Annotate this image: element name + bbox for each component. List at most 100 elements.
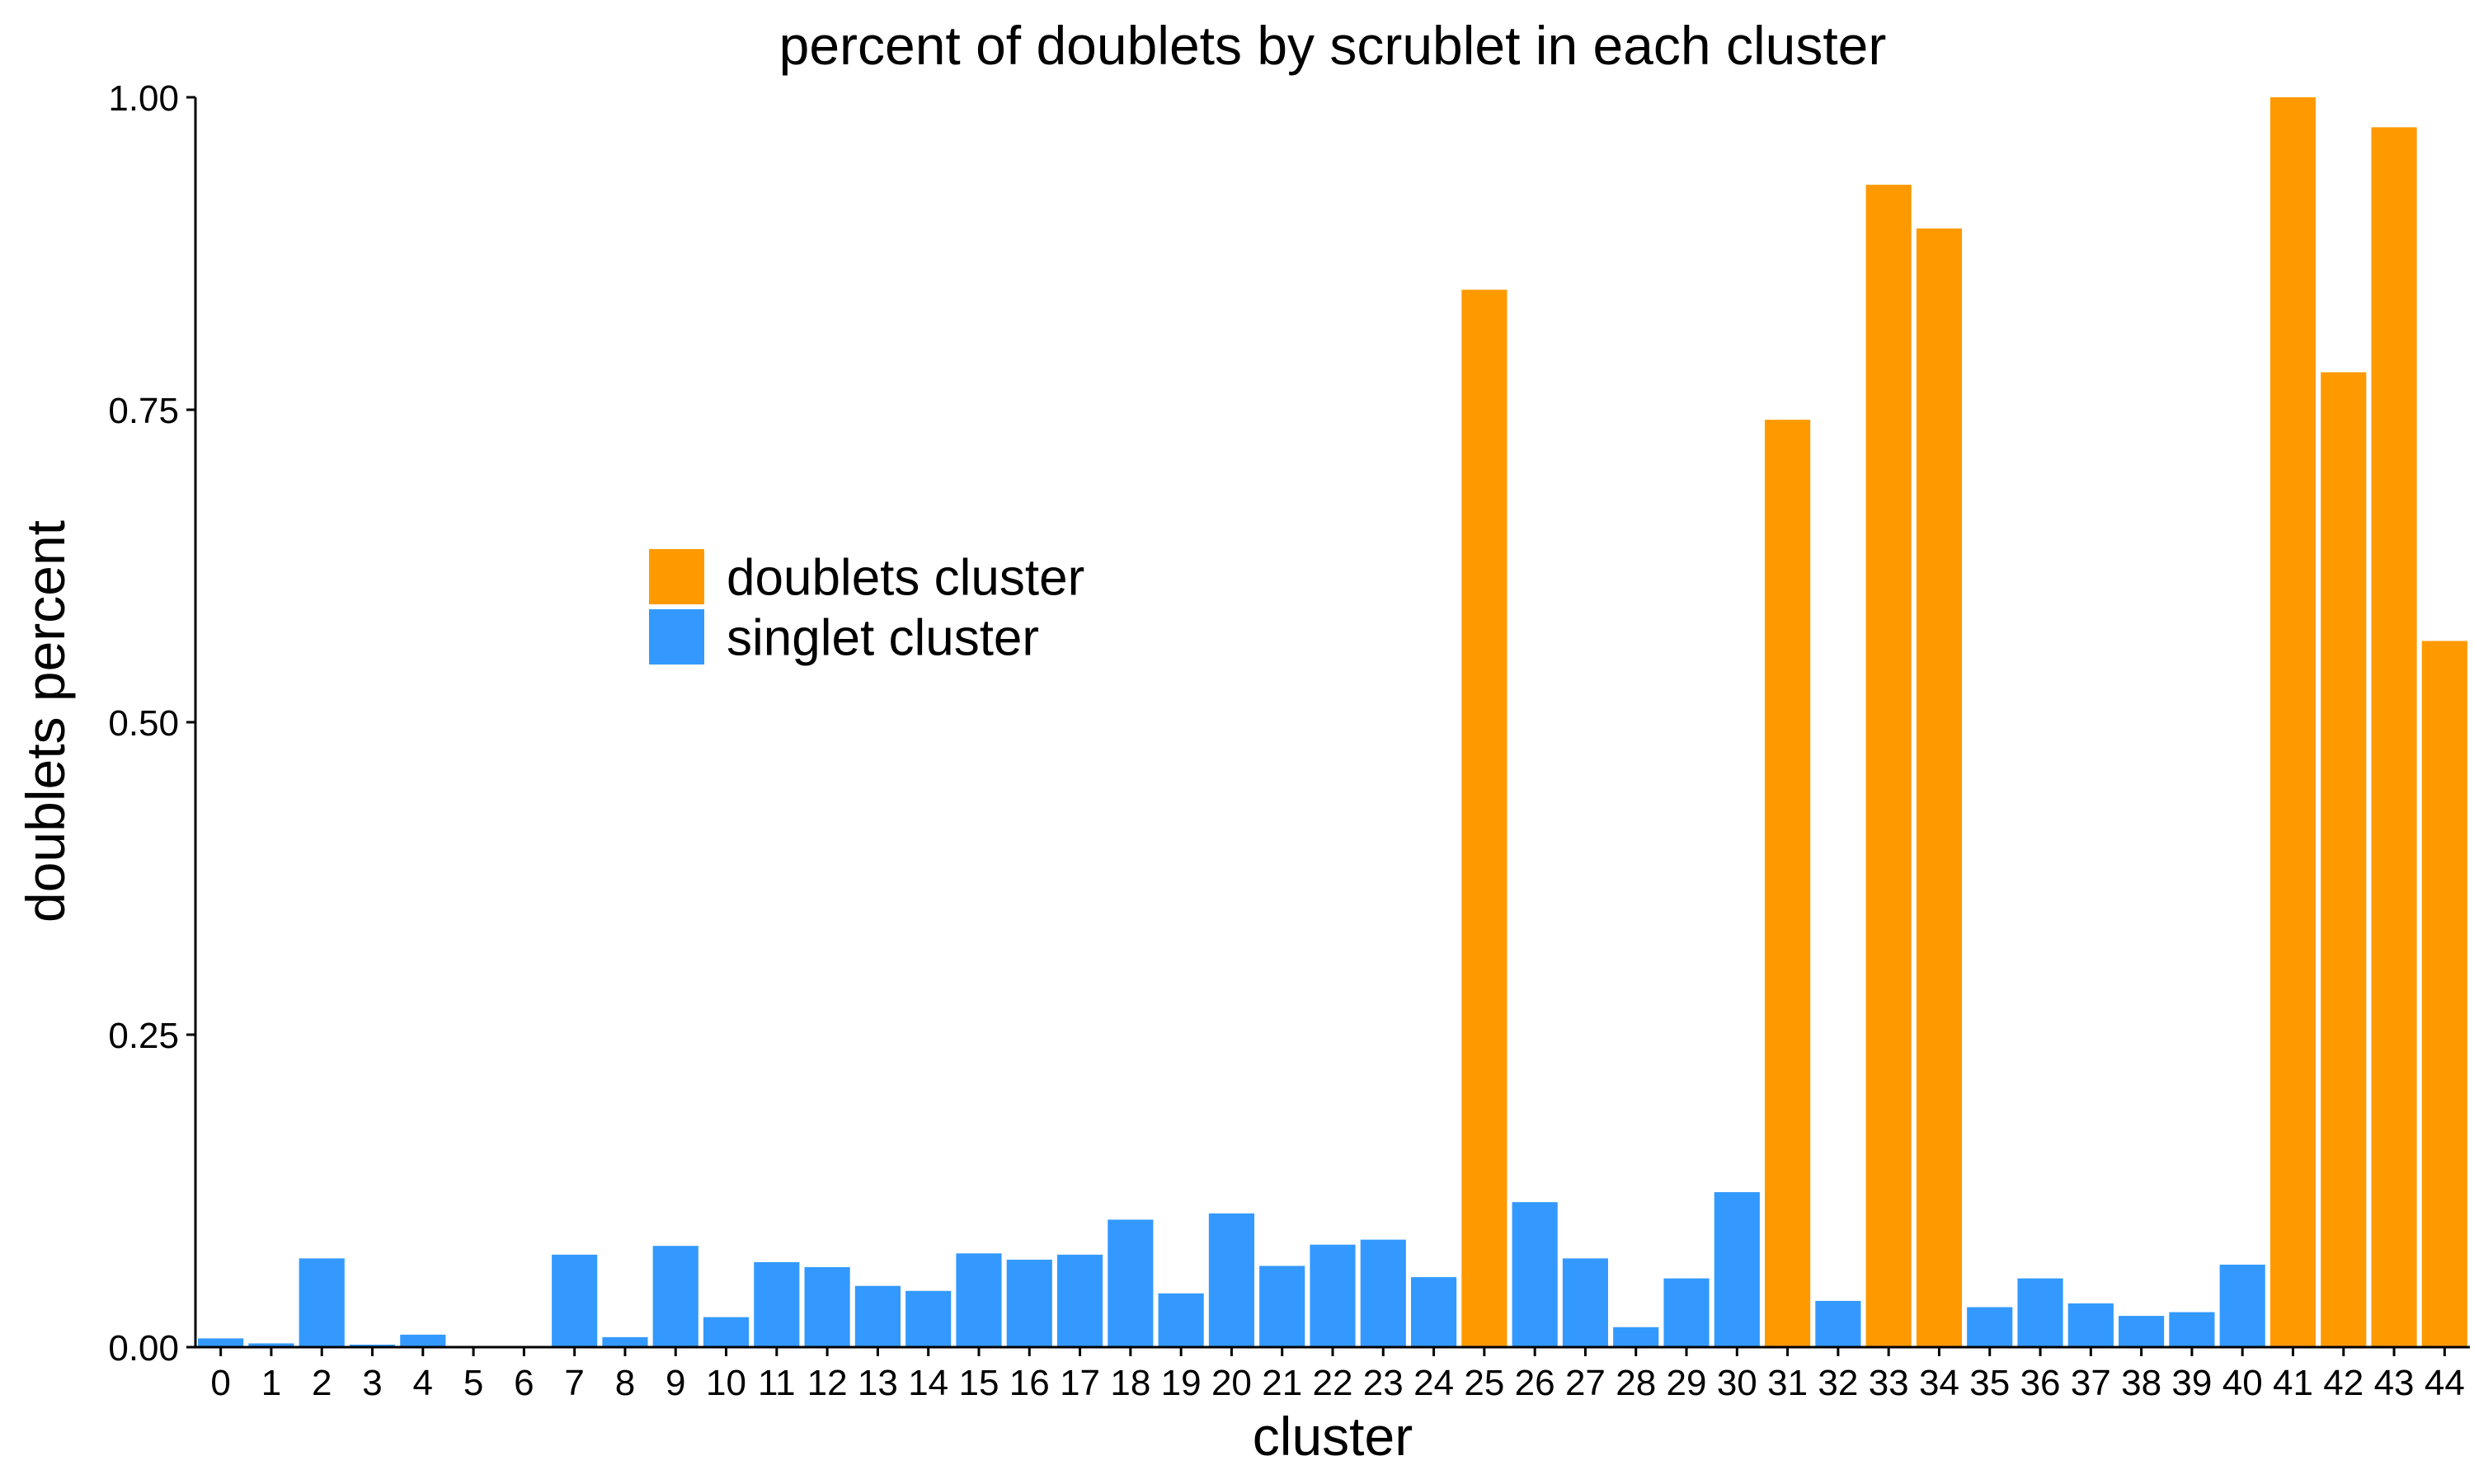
x-tick-label: 23 (1363, 1363, 1404, 1403)
y-axis-title-group: doublets percent (15, 520, 76, 923)
x-tick-label: 32 (1818, 1363, 1858, 1403)
x-tick-label: 3 (362, 1363, 382, 1403)
x-tick-label: 4 (413, 1363, 433, 1403)
x-tick-label: 42 (2323, 1363, 2363, 1403)
x-tick-label: 13 (858, 1363, 898, 1403)
bar-cluster-22 (1310, 1244, 1356, 1347)
bar-cluster-39 (2169, 1312, 2215, 1347)
x-tick-label: 10 (706, 1363, 746, 1403)
bar-cluster-19 (1158, 1293, 1204, 1347)
x-tick-label: 27 (1565, 1363, 1606, 1403)
bar-cluster-28 (1613, 1327, 1659, 1347)
x-tick-label: 40 (2222, 1363, 2263, 1403)
x-tick-label: 17 (1060, 1363, 1100, 1403)
x-tick-label: 30 (1717, 1363, 1757, 1403)
bar-cluster-27 (1562, 1258, 1609, 1347)
x-tick-label: 19 (1161, 1363, 1202, 1403)
bar-cluster-15 (956, 1253, 1002, 1347)
bar-cluster-38 (2119, 1316, 2165, 1347)
bar-cluster-33 (1865, 185, 1912, 1347)
bar-cluster-2 (299, 1258, 345, 1347)
x-tick-label: 18 (1110, 1363, 1150, 1403)
x-tick-label: 1 (261, 1363, 281, 1403)
bar-cluster-40 (2219, 1264, 2265, 1347)
bar-cluster-4 (400, 1334, 446, 1347)
bar-cluster-3 (349, 1344, 396, 1347)
bar-cluster-25 (1461, 289, 1507, 1348)
y-tick-label: 0.25 (108, 1016, 179, 1056)
x-tick-label: 37 (2071, 1363, 2111, 1403)
bar-cluster-30 (1714, 1192, 1760, 1347)
x-axis: 0 1 2 3 4 5 6 7 8 9 10 11 12 13 14 15 16 17 18 19 20 21 22 23 24… (195, 1345, 2470, 1403)
bar-cluster-42 (2321, 372, 2367, 1347)
bars-group (198, 97, 2467, 1348)
bar-cluster-34 (1916, 228, 1963, 1348)
legend-label-doublets: doublets cluster (727, 550, 1084, 607)
bar-cluster-10 (703, 1317, 750, 1347)
x-tick-label: 28 (1616, 1363, 1656, 1403)
bar-cluster-12 (804, 1266, 850, 1347)
bar-cluster-31 (1765, 420, 1811, 1347)
x-tick-label: 2 (312, 1363, 332, 1403)
x-tick-label: 36 (2020, 1363, 2061, 1403)
x-tick-label: 21 (1262, 1363, 1302, 1403)
x-tick-label: 39 (2171, 1363, 2212, 1403)
x-tick-label: 44 (2425, 1363, 2465, 1403)
bar-cluster-0 (198, 1338, 244, 1347)
x-tick-label: 31 (1767, 1363, 1808, 1403)
x-tick-label: 16 (1009, 1363, 1050, 1403)
x-tick-label: 5 (463, 1363, 483, 1403)
bar-cluster-37 (2067, 1303, 2114, 1347)
y-tick-label: 1.00 (108, 78, 179, 119)
bar-cluster-29 (1663, 1278, 1710, 1347)
legend-swatch-singlet (649, 609, 704, 665)
x-tick-label: 20 (1211, 1363, 1252, 1403)
x-tick-label: 38 (2121, 1363, 2161, 1403)
bar-cluster-7 (552, 1254, 598, 1347)
x-tick-label: 22 (1313, 1363, 1353, 1403)
chart-title: percent of doublets by scrublet in each … (779, 15, 1887, 76)
x-tick-label: 9 (666, 1363, 685, 1403)
x-tick-label: 26 (1515, 1363, 1555, 1403)
y-tick-label: 0.00 (108, 1328, 179, 1369)
bar-cluster-43 (2371, 127, 2417, 1347)
y-axis: 0.00 0.25 0.50 0.75 1.00 (108, 78, 197, 1369)
x-axis-title: cluster (1253, 1406, 1413, 1467)
x-tick-label: 41 (2273, 1363, 2313, 1403)
x-tick-label: 14 (908, 1363, 948, 1403)
x-tick-label: 0 (210, 1363, 230, 1403)
x-tick-label: 24 (1413, 1363, 1454, 1403)
x-tick-label: 11 (758, 1363, 796, 1403)
bar-cluster-23 (1360, 1239, 1406, 1347)
bar-cluster-24 (1411, 1277, 1457, 1347)
x-tick-label: 15 (959, 1363, 999, 1403)
bar-cluster-20 (1208, 1213, 1254, 1347)
y-tick-label: 0.75 (108, 391, 179, 431)
bar-cluster-8 (602, 1336, 648, 1347)
bar-cluster-32 (1815, 1300, 1861, 1347)
bar-cluster-11 (754, 1261, 800, 1347)
bar-cluster-14 (905, 1290, 952, 1347)
bar-cluster-1 (248, 1343, 294, 1347)
bar-cluster-44 (2421, 641, 2467, 1347)
x-tick-label: 35 (1969, 1363, 2010, 1403)
bar-cluster-13 (854, 1285, 901, 1347)
x-tick-label: 33 (1869, 1363, 1909, 1403)
legend-swatch-doublets (649, 549, 704, 604)
x-tick-label: 43 (2374, 1363, 2415, 1403)
bar-cluster-35 (1967, 1307, 2013, 1347)
bar-cluster-36 (2017, 1278, 2063, 1347)
x-tick-label: 6 (514, 1363, 534, 1403)
y-axis-title: doublets percent (15, 520, 76, 923)
bar-cluster-41 (2269, 97, 2316, 1347)
legend-label-singlet: singlet cluster (727, 610, 1039, 667)
x-tick-label: 25 (1464, 1363, 1504, 1403)
bar-cluster-21 (1259, 1266, 1305, 1347)
y-tick-label: 0.50 (108, 703, 179, 744)
bar-cluster-26 (1512, 1202, 1558, 1347)
bar-cluster-17 (1056, 1254, 1103, 1347)
bar-cluster-16 (1006, 1259, 1052, 1347)
x-tick-label: 8 (615, 1363, 635, 1403)
